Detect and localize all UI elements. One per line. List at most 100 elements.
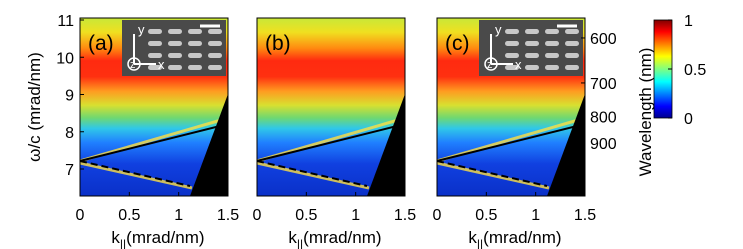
inset-x: x (515, 57, 522, 72)
nanorod (188, 29, 202, 34)
x-tick-label: 1 (174, 207, 183, 224)
x-axis-label-part: || (297, 237, 303, 249)
nanorod (208, 41, 222, 46)
x-axis-label-part: (mrad/nm) (483, 228, 561, 247)
light-line-dashed (79, 160, 191, 187)
nanorod (505, 53, 519, 58)
y-tick-label: 7 (65, 162, 74, 179)
light-line-dashed (436, 160, 548, 187)
panel-label: (a) (88, 32, 114, 55)
x-axis-label-part: k (288, 228, 297, 247)
y-axis-label: ω/c (mrad/nm) (25, 52, 44, 162)
frame (436, 17, 586, 197)
x-axis-label-part: (mrad/nm) (303, 228, 381, 247)
nanorod (148, 65, 162, 70)
mode-line (79, 161, 193, 190)
nanorod (208, 29, 222, 34)
nanorod (545, 65, 559, 70)
y-tick-label: 10 (56, 50, 74, 67)
nanorod (525, 29, 539, 34)
y2-tick-label: 900 (590, 136, 617, 153)
colorbar-tick-label: 0.5 (684, 62, 706, 79)
nanorod (168, 53, 182, 58)
nanorod (188, 41, 202, 46)
colorbar-tick-label: 1 (684, 13, 693, 30)
panel: (a) y x z 0 0.5 1 1.5 k||(mrad/nm) (76, 17, 239, 249)
inset-y: y (138, 22, 145, 37)
y2-tick-label: 800 (590, 110, 617, 127)
light-cone (190, 94, 228, 196)
z-axis (127, 57, 141, 71)
y2-tick-label: 600 (590, 31, 617, 48)
inset-y: y (495, 22, 502, 37)
nanorod (545, 41, 559, 46)
inset-x: x (158, 57, 165, 72)
y2-axis-label: Wavelength (nm) (636, 48, 655, 177)
nanorod (148, 41, 162, 46)
x-tick-label: 1.5 (574, 207, 596, 224)
x-tick-label: 0.5 (295, 207, 317, 224)
colorbar-tick-label: 0 (684, 111, 693, 128)
nanorod (565, 41, 579, 46)
panel: (c) y x z 0 0.5 1 1.5 k||(mrad/nm) (433, 17, 596, 249)
x-tick-label: 0.5 (475, 207, 497, 224)
inset-z: z (130, 59, 136, 71)
nanorod (525, 53, 539, 58)
inset-z: z (487, 59, 493, 71)
x-tick-label: 0.5 (118, 207, 140, 224)
x-tick-label: 1.5 (394, 207, 416, 224)
x-tick-label: 0 (253, 207, 262, 224)
light-line (256, 123, 406, 162)
x-axis-label-part: || (120, 237, 126, 249)
nanorod (505, 29, 519, 34)
x-axis-label: k||(mrad/nm) (111, 228, 204, 249)
nanorod (148, 53, 162, 58)
y2-tick-label: 700 (590, 76, 617, 93)
y-tick-label: 9 (65, 88, 74, 105)
z-axis (484, 57, 498, 71)
x-axis-label-part: k (468, 228, 477, 247)
y-tick-label: 11 (57, 13, 74, 30)
light-line (436, 123, 586, 162)
nanorod (565, 53, 579, 58)
nanorod (168, 29, 182, 34)
x-tick-label: 1.5 (217, 207, 239, 224)
nanorod (505, 65, 519, 70)
nanorod (168, 65, 182, 70)
nanorod (525, 65, 539, 70)
x-tick-label: 0 (76, 207, 85, 224)
x-axis-label-part: || (477, 237, 483, 249)
nanorod (545, 29, 559, 34)
x-tick-label: 1 (531, 207, 540, 224)
light-cone (547, 94, 585, 196)
x-axis-label-part: k (111, 228, 120, 247)
nanorod (148, 29, 162, 34)
x-tick-label: 1 (351, 207, 360, 224)
nanorod (525, 41, 539, 46)
nanorod (565, 29, 579, 34)
y-tick-label: 8 (65, 125, 74, 142)
panel: (b) 0 0.5 1 1.5 k||(mrad/nm) (253, 17, 416, 249)
nanorod (208, 65, 222, 70)
light-cone (367, 94, 405, 196)
x-tick-label: 0 (433, 207, 442, 224)
x-axis-label-part: (mrad/nm) (126, 228, 204, 247)
nanorod (188, 65, 202, 70)
x-axis-label: k||(mrad/nm) (288, 228, 381, 249)
mode-line (256, 161, 370, 190)
nanorod (168, 41, 182, 46)
nanorod (208, 53, 222, 58)
light-line-dashed (256, 160, 368, 187)
nanorod (545, 53, 559, 58)
mode-line (436, 161, 550, 190)
nanorod (188, 53, 202, 58)
nanorod (505, 41, 519, 46)
frame (79, 17, 229, 197)
panel-label: (b) (265, 32, 291, 55)
panel-label: (c) (445, 32, 470, 55)
light-line (79, 123, 229, 162)
frame (256, 17, 406, 197)
nanorod (565, 65, 579, 70)
x-axis-label: k||(mrad/nm) (468, 228, 561, 249)
